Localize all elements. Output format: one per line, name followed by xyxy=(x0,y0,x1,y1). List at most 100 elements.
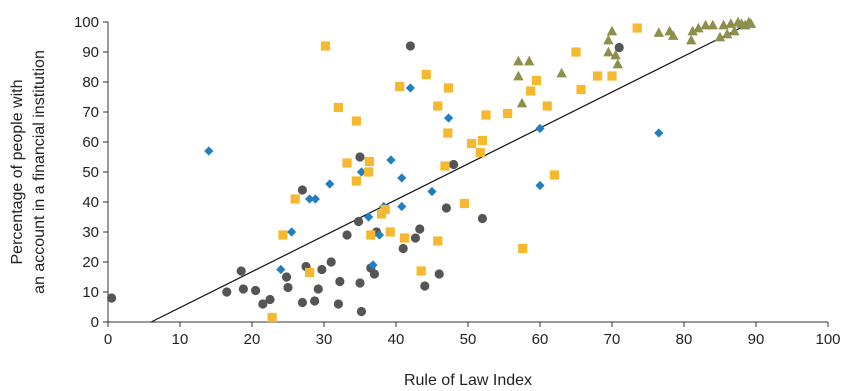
data-point-diamond xyxy=(654,128,664,138)
data-point-square xyxy=(342,158,352,168)
data-point-circle xyxy=(342,230,352,240)
data-point-triangle xyxy=(603,46,614,57)
data-point-diamond xyxy=(287,227,297,237)
data-point-triangle xyxy=(606,25,618,36)
data-point-diamond xyxy=(535,123,545,134)
data-point-triangle xyxy=(516,97,528,108)
data-point-diamond xyxy=(204,146,214,156)
data-point-triangle xyxy=(687,25,698,36)
data-point-square xyxy=(366,230,376,240)
data-point-triangle xyxy=(693,22,704,33)
data-point-diamond xyxy=(405,83,415,93)
data-point-circle xyxy=(398,243,408,254)
y-axis-title-line-1: Percentage of people with xyxy=(9,79,26,264)
data-point-diamond xyxy=(397,201,407,212)
data-points xyxy=(107,16,757,323)
data-point-square xyxy=(549,170,559,180)
data-point-square xyxy=(443,128,453,138)
data-point-circle xyxy=(355,152,365,162)
data-point-triangle xyxy=(718,19,729,30)
data-point-circle xyxy=(356,306,367,317)
y-tick-label: 50 xyxy=(82,164,99,181)
data-point-circle xyxy=(434,269,444,279)
trendline xyxy=(150,21,753,323)
y-tick-label: 0 xyxy=(91,314,99,331)
data-point-triangle xyxy=(513,55,524,66)
data-point-diamond xyxy=(386,155,396,165)
data-point-square xyxy=(333,102,343,113)
data-point-circle xyxy=(317,264,327,275)
data-point-circle xyxy=(283,282,293,293)
data-point-circle xyxy=(326,257,336,267)
data-point-diamond xyxy=(374,230,385,240)
data-point-circle xyxy=(107,293,117,303)
data-point-circle xyxy=(222,287,232,297)
data-point-diamond xyxy=(364,212,374,222)
data-point-square xyxy=(576,84,586,95)
data-point-diamond xyxy=(368,260,378,270)
data-point-square xyxy=(526,86,536,96)
y-tick-label: 30 xyxy=(82,224,99,241)
data-point-triangle xyxy=(653,27,664,37)
data-point-diamond xyxy=(427,186,437,197)
x-tick-label: 70 xyxy=(604,331,621,348)
data-point-circle xyxy=(297,297,307,308)
data-point-circle xyxy=(265,294,275,305)
data-point-circle xyxy=(333,299,343,309)
data-point-triangle xyxy=(707,19,718,30)
data-point-diamond xyxy=(356,167,367,177)
y-tick-label: 100 xyxy=(74,14,99,31)
data-point-square xyxy=(433,236,443,246)
data-point-diamond xyxy=(310,194,320,204)
data-point-square xyxy=(290,194,300,204)
data-point-diamond xyxy=(305,194,315,204)
data-point-square xyxy=(416,266,426,276)
data-point-triangle xyxy=(714,31,726,42)
data-point-square xyxy=(364,156,374,167)
data-point-square xyxy=(475,147,485,158)
data-point-triangle xyxy=(729,25,740,36)
data-point-triangle xyxy=(700,19,711,30)
data-point-square xyxy=(380,204,390,215)
x-tick-label: 80 xyxy=(676,331,693,348)
data-point-square xyxy=(351,116,361,126)
data-point-circle xyxy=(281,272,292,282)
data-point-circle xyxy=(614,42,624,53)
x-tick-label: 60 xyxy=(532,331,549,348)
data-point-triangle xyxy=(610,49,621,60)
data-point-triangle xyxy=(556,67,567,78)
data-point-triangle xyxy=(524,55,535,66)
data-point-circle xyxy=(251,285,261,296)
data-point-square xyxy=(395,81,405,92)
data-point-diamond xyxy=(535,180,545,191)
data-point-square xyxy=(440,161,450,171)
x-tick-label: 30 xyxy=(316,331,333,348)
data-point-square xyxy=(477,135,487,146)
data-point-circle xyxy=(477,213,487,224)
data-point-circle xyxy=(335,276,345,287)
y-tick-label: 20 xyxy=(82,254,99,271)
data-point-circle xyxy=(236,266,246,276)
y-tick-label: 40 xyxy=(82,194,99,211)
x-tick-label: 100 xyxy=(815,331,840,348)
data-point-circle xyxy=(420,281,430,291)
data-point-square xyxy=(518,243,528,254)
data-point-square xyxy=(632,23,642,33)
data-point-diamond xyxy=(397,173,407,183)
data-point-square xyxy=(531,75,541,86)
data-point-triangle xyxy=(745,18,757,28)
trendline-group xyxy=(150,21,753,323)
x-axis-title: Rule of Law Index xyxy=(404,372,532,389)
data-point-diamond xyxy=(325,179,335,189)
data-point-square xyxy=(320,41,331,51)
data-point-square xyxy=(364,167,374,177)
data-point-circle xyxy=(353,216,364,227)
data-point-circle xyxy=(415,224,425,234)
data-point-square xyxy=(421,69,431,80)
data-point-square xyxy=(351,176,361,186)
data-point-circle xyxy=(238,284,248,294)
data-point-square xyxy=(400,233,410,243)
data-point-circle xyxy=(258,299,268,309)
data-point-circle xyxy=(405,41,415,51)
